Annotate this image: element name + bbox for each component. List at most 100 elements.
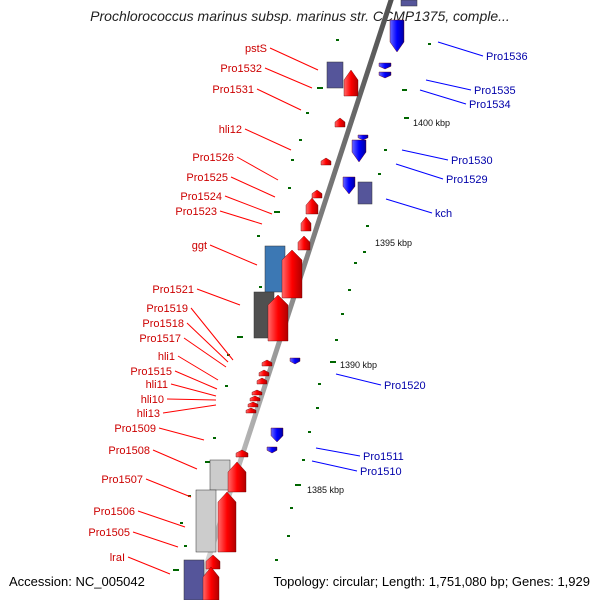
forward-gene-arrow — [267, 294, 289, 342]
gene-label-forward: Pro1525 — [186, 172, 228, 184]
gene-label-forward: Pro1506 — [93, 506, 135, 518]
label-leader-line — [190, 307, 234, 361]
map-title: Prochlorococcus marinus subsp. marinus s… — [90, 8, 510, 24]
gene-label-forward: Pro1517 — [139, 333, 181, 345]
label-lines-layer — [127, 41, 484, 575]
gene-label-forward: Pro1524 — [180, 191, 222, 203]
forward-gene-arrow — [258, 369, 270, 377]
forward-gene-arrow — [256, 377, 268, 385]
gene-label-forward: hli1 — [158, 351, 175, 363]
forward-gene-arrow — [217, 491, 237, 553]
gene-box — [326, 61, 344, 89]
label-leader-line — [219, 210, 263, 225]
label-leader-line — [269, 47, 319, 71]
gene-label-forward: Pro1531 — [212, 84, 254, 96]
label-leader-line — [236, 156, 279, 181]
label-leader-line — [183, 337, 227, 368]
forward-gene-arrow — [311, 189, 323, 199]
forward-gene-arrow — [305, 197, 319, 215]
forward-gene-arrow — [249, 395, 261, 402]
gene-box — [195, 489, 217, 553]
reverse-gene-arrow — [378, 62, 392, 70]
accession-text: Accession: NC_005042 — [9, 574, 145, 589]
label-leader-line — [335, 373, 382, 386]
label-leader-line — [401, 149, 449, 161]
reverse-gene-arrow — [357, 134, 369, 141]
forward-gene-arrow — [247, 401, 259, 408]
gene-label-forward: hli10 — [141, 394, 164, 406]
forward-gene-arrow — [281, 249, 303, 299]
gene-label-forward: Pro1518 — [142, 318, 184, 330]
gene-label-forward: Pro1515 — [130, 366, 172, 378]
label-leader-line — [256, 88, 302, 111]
gene-label-forward: Pro1509 — [114, 423, 156, 435]
label-leader-line — [174, 370, 218, 390]
reverse-gene-arrow — [342, 176, 356, 195]
label-leader-line — [186, 322, 229, 363]
kbp-scale-label: 1400 kbp — [413, 118, 450, 128]
gene-label-reverse: kch — [435, 208, 452, 220]
gene-label-reverse: Pro1510 — [360, 466, 402, 478]
kbp-scale-label: 1395 kbp — [375, 238, 412, 248]
label-leader-line — [170, 383, 217, 397]
forward-gene-arrow — [245, 407, 257, 414]
label-leader-line — [209, 244, 258, 266]
gene-label-forward: Pro1523 — [175, 206, 217, 218]
label-leader-line — [152, 449, 198, 470]
forward-gene-arrow — [261, 359, 273, 367]
kbp-scale-label: 1390 kbp — [340, 360, 377, 370]
gene-label-forward: Pro1519 — [146, 303, 188, 315]
reverse-gene-arrow — [389, 19, 405, 53]
label-leader-line — [177, 355, 219, 381]
label-leader-line — [137, 510, 186, 528]
gene-label-reverse: Pro1536 — [486, 51, 528, 63]
label-leader-line — [127, 556, 171, 575]
gene-label-reverse: Pro1511 — [363, 451, 404, 463]
gene-box — [183, 559, 205, 600]
label-leader-line — [162, 404, 217, 414]
label-leader-line — [230, 176, 276, 198]
gene-label-forward: hli13 — [137, 408, 160, 420]
labels-layer: 1400 kbp 1395 kbp 1390 kbp 1385 kbp pstS Pro1… — [88, 43, 527, 564]
gene-label-forward: Pro1526 — [192, 152, 234, 164]
label-leader-line — [196, 288, 241, 306]
label-leader-line — [145, 478, 192, 498]
label-leader-line — [166, 398, 217, 401]
gene-label-forward: Pro1507 — [101, 474, 143, 486]
gene-box — [209, 459, 231, 491]
gene-label-forward: pstS — [245, 43, 267, 55]
gene-label-reverse: Pro1520 — [384, 380, 426, 392]
label-leader-line — [385, 198, 433, 214]
forward-gene-arrow — [334, 117, 346, 128]
label-leader-line — [244, 128, 292, 151]
gene-box — [400, 0, 418, 7]
gene-label-reverse: Pro1534 — [469, 99, 511, 111]
gene-label-reverse: Pro1530 — [451, 155, 493, 167]
reverse-gene-arrow — [266, 446, 278, 454]
gene-label-forward: lraI — [110, 552, 125, 564]
genes-layer — [183, 0, 418, 600]
label-leader-line — [158, 427, 205, 441]
forward-gene-arrow — [202, 566, 220, 600]
label-leader-line — [264, 67, 313, 89]
label-leader-line — [437, 41, 484, 57]
label-leader-line — [224, 195, 273, 215]
gene-label-forward: Pro1532 — [220, 63, 262, 75]
label-leader-line — [315, 447, 361, 457]
reverse-gene-arrow — [270, 427, 284, 443]
forward-gene-arrow — [320, 157, 332, 166]
gene-box — [357, 181, 373, 205]
gene-label-forward: Pro1508 — [108, 445, 150, 457]
reverse-gene-arrow — [378, 71, 392, 79]
kbp-scale-label: 1385 kbp — [307, 485, 344, 495]
reverse-gene-arrow — [351, 139, 367, 163]
forward-gene-arrow — [251, 389, 263, 396]
forward-gene-arrow — [227, 461, 247, 493]
label-leader-line — [132, 531, 179, 548]
label-leader-line — [311, 460, 358, 472]
forward-gene-arrow — [297, 235, 311, 251]
forward-gene-arrow — [300, 216, 312, 232]
gene-label-forward: hli11 — [146, 379, 168, 391]
label-leader-line — [425, 79, 472, 91]
